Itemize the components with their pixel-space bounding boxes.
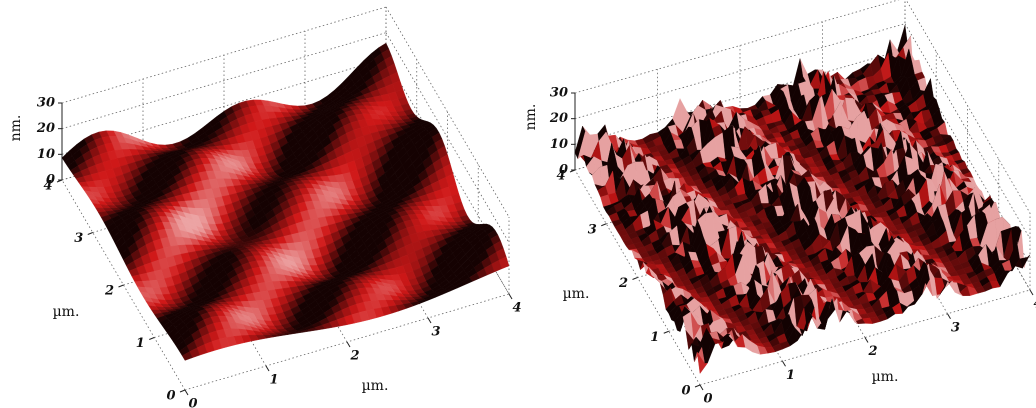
- z-tick-label: 10: [37, 147, 55, 162]
- tick-mark: [347, 342, 350, 347]
- z-tick-label: 10: [550, 137, 568, 152]
- z-axis-label: nm.: [523, 104, 539, 131]
- tick-mark: [180, 390, 185, 392]
- tick-mark: [865, 338, 868, 343]
- tick-mark: [266, 366, 269, 371]
- surface: [62, 43, 509, 360]
- z-axis-label: nm.: [8, 115, 24, 142]
- surface-chart: 01234012340102030µm.µm.nm.: [523, 0, 1036, 407]
- y-tick-label: 1: [136, 336, 145, 351]
- tick-mark: [88, 233, 93, 235]
- z-tick-label: 0: [559, 163, 568, 178]
- tick-mark: [700, 385, 703, 390]
- z-tick-label: 30: [550, 86, 568, 101]
- x-axis-label: µm.: [362, 378, 389, 394]
- tick-mark: [783, 361, 786, 366]
- x-tick-label: 0: [703, 392, 712, 407]
- z-tick-label: 20: [549, 111, 568, 126]
- figure: 01234012340102030µm.µm.nm.01234012340102…: [0, 0, 1036, 408]
- x-tick-label: 2: [867, 344, 877, 359]
- y-tick-label: 2: [618, 276, 628, 291]
- y-tick-label: 1: [650, 330, 659, 345]
- x-tick-label: 1: [269, 373, 278, 388]
- x-axis-label: µm.: [872, 369, 899, 385]
- y-axis-label: µm.: [53, 304, 80, 320]
- y-tick-label: 0: [681, 384, 690, 399]
- y-tick-label: 3: [588, 222, 597, 237]
- tick-mark: [695, 385, 700, 387]
- z-tick-label: 30: [37, 96, 55, 111]
- tick-mark: [119, 285, 124, 287]
- tick-mark: [509, 294, 512, 299]
- y-tick-label: 3: [74, 231, 83, 246]
- tick-mark: [185, 390, 188, 395]
- tick-mark: [664, 331, 669, 333]
- tick-mark: [948, 314, 951, 319]
- x-tick-label: 0: [188, 397, 197, 408]
- y-axis-label: µm.: [563, 286, 590, 302]
- y-tick-label: 2: [104, 284, 114, 299]
- tick-mark: [1030, 290, 1033, 295]
- tick-mark: [149, 338, 154, 340]
- surface: [575, 25, 1030, 373]
- x-tick-label: 3: [431, 325, 440, 340]
- tick-mark: [601, 224, 606, 226]
- z-tick-label: 0: [46, 173, 55, 188]
- surface-chart: 01234012340102030µm.µm.nm.: [8, 7, 522, 408]
- y-tick-label: 0: [166, 389, 175, 404]
- tick-mark: [428, 318, 431, 323]
- tick-mark: [633, 278, 638, 280]
- x-tick-label: 3: [951, 320, 960, 335]
- z-tick-label: 20: [36, 121, 55, 136]
- x-tick-label: 4: [512, 301, 521, 316]
- x-tick-label: 1: [786, 368, 795, 383]
- x-tick-label: 2: [349, 349, 359, 364]
